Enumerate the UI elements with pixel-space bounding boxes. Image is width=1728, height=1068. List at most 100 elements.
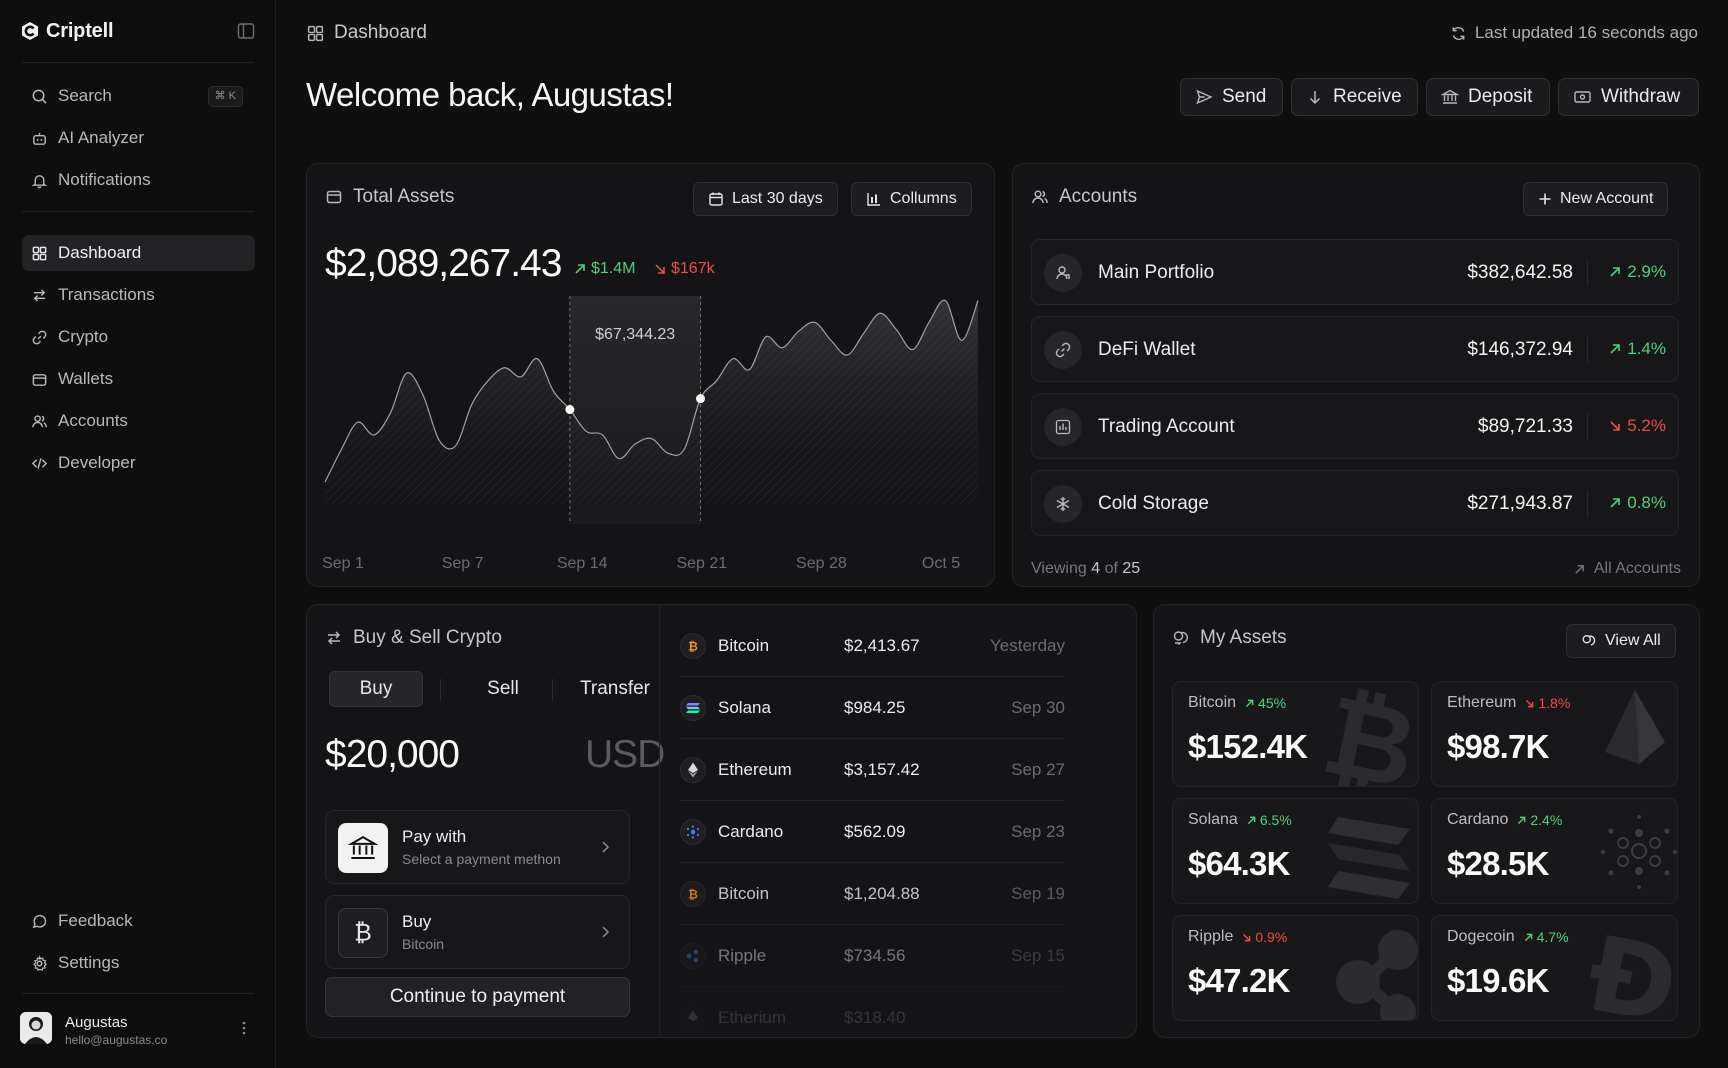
sidebar-item-crypto[interactable]: Crypto <box>22 319 255 355</box>
tx-coin-name: Cardano <box>718 822 784 841</box>
brand[interactable]: Criptell <box>20 18 113 44</box>
chart-icon <box>1044 408 1082 446</box>
chat-icon <box>32 914 47 928</box>
asset-change: 2.4% <box>1516 812 1562 828</box>
bar-chart-icon <box>867 193 880 206</box>
refresh-icon[interactable] <box>1450 25 1467 42</box>
buy-asset-selector[interactable]: ₿ Buy Bitcoin <box>325 895 630 969</box>
divider <box>22 993 254 994</box>
arrow-up-right-icon <box>1610 498 1621 508</box>
search-shortcut: ⌘ K <box>207 86 243 107</box>
code-icon <box>31 457 48 469</box>
asset-name-label: Ethereum <box>1447 694 1517 711</box>
receive-button[interactable]: Receive <box>1291 78 1418 116</box>
last-updated-label: Last updated 16 seconds ago <box>1474 23 1698 42</box>
bitcoin-icon: ₿ <box>680 881 706 907</box>
user-profile[interactable]: Augustas hello@augustas.co <box>20 1010 256 1050</box>
chevron-right-icon <box>602 841 610 853</box>
user-icon <box>1044 254 1082 292</box>
arrow-up-right-icon <box>1245 699 1254 707</box>
chart-point-start[interactable] <box>565 405 575 415</box>
send-button[interactable]: Send <box>1180 78 1283 116</box>
chevron-right-icon <box>602 926 610 938</box>
total-assets-chart[interactable]: $67,344.23 Sep 1 Sep 7 Sep 14 Sep 21 Sep 28 O… <box>307 164 996 588</box>
asset-change-value: 1.8% <box>1538 695 1571 711</box>
account-balance: $146,372.94 <box>1467 339 1573 360</box>
tab-buy[interactable]: Buy <box>329 671 423 707</box>
account-name: DeFi Wallet <box>1098 339 1196 360</box>
view-all-button[interactable]: View All <box>1566 624 1676 658</box>
asset-tile-ripple[interactable]: Ripple 0.9% $47.2K <box>1172 915 1419 1021</box>
divider <box>1587 491 1588 517</box>
sidebar-item-wallets[interactable]: Wallets <box>22 361 255 397</box>
asset-value: $28.5K <box>1447 845 1549 882</box>
divider <box>440 679 441 701</box>
sidebar-toggle-icon[interactable] <box>236 21 256 41</box>
table-row[interactable]: Solana $984.25 Sep 30 <box>680 677 1065 739</box>
divider <box>1587 414 1588 440</box>
asset-tile-bitcoin[interactable]: ₿ Bitcoin 45% $152.4K <box>1172 681 1419 787</box>
account-change: 2.9% <box>1596 262 1666 282</box>
arrow-up-right-icon <box>1247 816 1256 824</box>
asset-tile-dogecoin[interactable]: Ð Dogecoin 4.7% $19.6K <box>1431 915 1678 1021</box>
sidebar-item-label: AI Analyzer <box>58 128 144 147</box>
x-tick-label: Sep 28 <box>796 555 847 572</box>
sidebar-search[interactable]: Search ⌘ K <box>22 78 255 114</box>
amount-input[interactable]: $20,000 <box>325 733 460 776</box>
total-assets-value: $2,089,267.43 <box>325 242 562 285</box>
sidebar-item-accounts[interactable]: Accounts <box>22 403 255 439</box>
account-row-trading-account[interactable]: Trading Account $89,721.33 5.2% <box>1031 393 1679 459</box>
user-email: hello@augustas.co <box>65 1033 168 1047</box>
buy-title: Buy <box>402 912 432 931</box>
new-account-button[interactable]: New Account <box>1523 182 1669 216</box>
columns-button[interactable]: Collumns <box>851 182 972 216</box>
sidebar-item-ai-analyzer[interactable]: AI Analyzer <box>22 120 255 156</box>
pay-with-selector[interactable]: Pay with Select a payment methon <box>325 810 630 884</box>
buy-subtitle: Bitcoin <box>402 936 445 952</box>
sidebar-item-settings[interactable]: Settings <box>22 945 255 981</box>
asset-name: Bitcoin 45% <box>1188 694 1286 712</box>
bitcoin-icon: ₿ <box>1313 682 1418 786</box>
account-name: Main Portfolio <box>1098 262 1215 283</box>
asset-tile-cardano[interactable]: Cardano 2.4% $28.5K <box>1431 798 1678 904</box>
table-row[interactable]: Ethereum $3,157.42 Sep 27 <box>680 739 1065 801</box>
asset-tile-solana[interactable]: Solana 6.5% $64.3K <box>1172 798 1419 904</box>
date-range-button[interactable]: Last 30 days <box>693 182 838 216</box>
chart-x-axis: Sep 1 Sep 7 Sep 14 Sep 21 Sep 28 Oct 5 <box>322 555 960 572</box>
sidebar-item-transactions[interactable]: Transactions <box>22 277 255 313</box>
table-row[interactable]: Ripple $734.56 Sep 15 <box>680 925 1065 987</box>
pay-with-subtitle: Select a payment methon <box>402 851 561 867</box>
withdraw-button[interactable]: Withdraw <box>1558 78 1699 116</box>
chart-point-end[interactable] <box>695 394 705 404</box>
total-assets-label: Total Assets <box>353 186 455 207</box>
account-change: 1.4% <box>1596 339 1666 359</box>
viewing-count: Viewing 4 of 25 <box>1031 560 1140 578</box>
sidebar-item-notifications[interactable]: Notifications <box>22 162 255 198</box>
more-vertical-icon[interactable] <box>236 1020 252 1036</box>
asset-name: Dogecoin 4.7% <box>1447 928 1569 946</box>
loss-value: $167k <box>671 260 715 277</box>
account-row-main-portfolio[interactable]: Main Portfolio $382,642.58 2.9% <box>1031 239 1679 305</box>
sidebar-item-feedback[interactable]: Feedback <box>22 903 255 939</box>
table-row[interactable]: ₿ Bitcoin $2,413.67 Yesterday <box>680 615 1065 677</box>
tab-transfer[interactable]: Transfer <box>579 678 651 699</box>
continue-to-payment-button[interactable]: Continue to payment <box>325 977 630 1017</box>
account-row-cold-storage[interactable]: Cold Storage $271,943.87 0.8% <box>1031 470 1679 536</box>
all-accounts-link[interactable]: All Accounts <box>1573 560 1681 578</box>
account-row-defi-wallet[interactable]: DeFi Wallet $146,372.94 1.4% <box>1031 316 1679 382</box>
send-icon <box>1196 89 1213 105</box>
tab-sell[interactable]: Sell <box>487 678 519 699</box>
table-row[interactable]: ₿ Bitcoin $1,204.88 Sep 19 <box>680 863 1065 925</box>
app-name: Criptell <box>46 19 114 42</box>
sidebar-item-developer[interactable]: Developer <box>22 445 255 481</box>
asset-tile-ethereum[interactable]: Ethereum 1.8% $98.7K <box>1431 681 1678 787</box>
avatar <box>20 1012 52 1044</box>
table-row[interactable]: Cardano $562.09 Sep 23 <box>680 801 1065 863</box>
asset-value: $47.2K <box>1188 962 1290 999</box>
table-row[interactable]: Etherium $318.40 <box>680 987 1065 1037</box>
sidebar-item-dashboard[interactable]: Dashboard <box>22 235 255 271</box>
svg-text:₿: ₿ <box>688 888 698 902</box>
view-all-label: View All <box>1605 632 1661 649</box>
deposit-button[interactable]: Deposit <box>1426 78 1550 116</box>
grid-icon <box>32 246 47 260</box>
